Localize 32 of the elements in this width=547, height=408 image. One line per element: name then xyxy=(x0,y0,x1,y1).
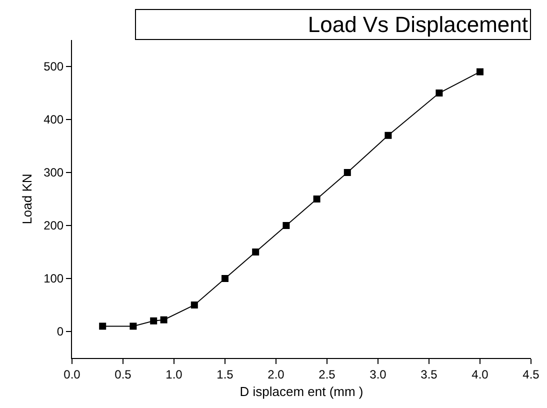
point xyxy=(252,248,260,256)
point xyxy=(130,322,137,330)
y-tick-label: 300 xyxy=(44,166,64,180)
y-tick-label: 200 xyxy=(44,218,64,233)
point xyxy=(476,68,484,76)
y-axis-title: Load KN xyxy=(20,174,35,224)
y-tick-label: 100 xyxy=(44,272,64,286)
x-tick-label: 3.0 xyxy=(370,367,387,382)
point xyxy=(150,317,158,324)
y-tick-label: 500 xyxy=(44,60,64,74)
point xyxy=(282,222,290,229)
x-tick-label: 1.0 xyxy=(166,367,183,382)
point xyxy=(384,132,392,139)
point xyxy=(436,90,443,96)
chart-title: Load Vs Displacement xyxy=(308,12,528,37)
x-tick-label: 4.0 xyxy=(472,367,489,382)
y-tick-label: 0 xyxy=(56,324,64,339)
x-tick-label: 3.5 xyxy=(420,367,438,382)
point xyxy=(344,169,351,176)
point xyxy=(313,196,320,202)
point xyxy=(222,275,228,282)
x-axis-title: D isplacem ent (mm ) xyxy=(240,384,364,399)
point xyxy=(190,302,198,308)
x-tick-label: 2.0 xyxy=(268,367,285,382)
point xyxy=(99,322,106,330)
x-tick-label: 0.0 xyxy=(64,367,81,382)
x-tick-label: 2.5 xyxy=(318,367,336,382)
y-tick-label: 400 xyxy=(44,112,64,127)
x-tick-label: 0.5 xyxy=(114,367,132,382)
x-tick-label: 1.5 xyxy=(216,367,234,382)
point xyxy=(160,316,168,324)
x-tick-label: 4.5 xyxy=(522,367,540,382)
